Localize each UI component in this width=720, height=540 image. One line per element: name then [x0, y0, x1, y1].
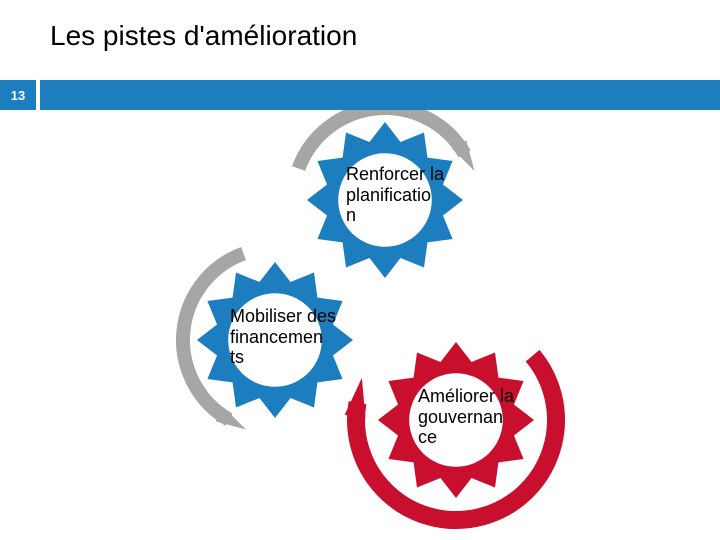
gear-right-label: Améliorer la gouvernan ce [418, 386, 518, 448]
header-bar: 13 [0, 80, 720, 110]
gear-left-label: Mobiliser des financemen ts [230, 306, 340, 368]
gear-diagram: Renforcer la planificatio n Mobiliser des… [0, 110, 720, 540]
page-title: Les pistes d'amélioration [50, 20, 357, 52]
gear-top-label: Renforcer la planificatio n [346, 164, 446, 226]
header-bar-fill [40, 80, 720, 110]
page-number-badge: 13 [0, 80, 36, 110]
slide: Les pistes d'amélioration 13 Renforcer l… [0, 0, 720, 540]
